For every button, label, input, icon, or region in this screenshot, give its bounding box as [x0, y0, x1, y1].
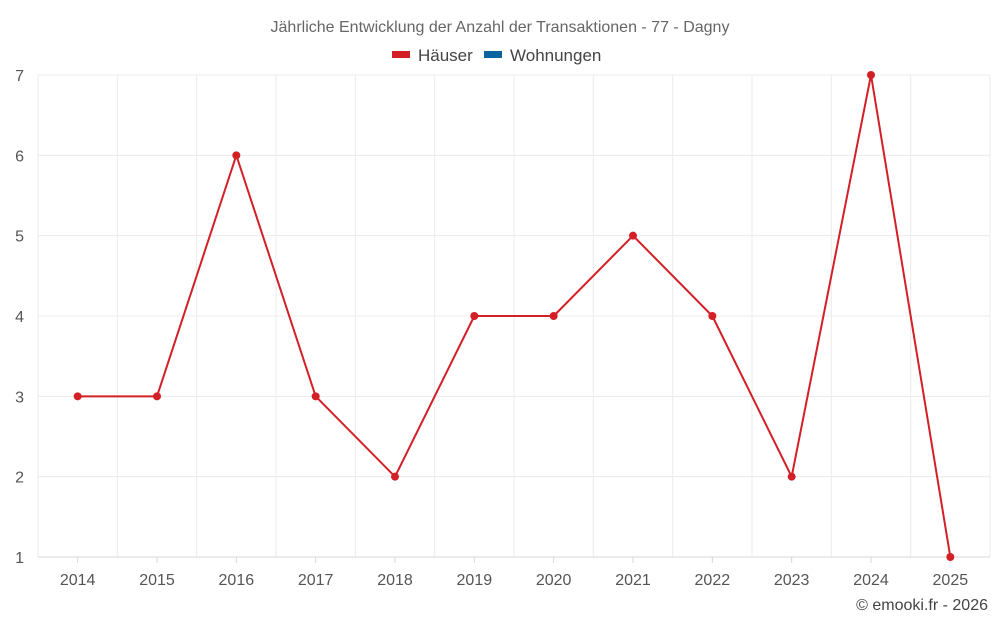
x-tick-label: 2025	[933, 572, 969, 589]
x-tick-label: 2018	[377, 572, 413, 589]
x-tick-label: 2021	[615, 572, 651, 589]
x-tick-label: 2024	[853, 572, 889, 589]
y-tick-label: 4	[15, 309, 24, 326]
data-point[interactable]	[708, 312, 717, 320]
y-tick-label: 5	[15, 229, 24, 246]
x-tick-label: 2023	[774, 572, 810, 589]
data-point[interactable]	[73, 392, 82, 401]
y-tick-label: 2	[15, 470, 24, 487]
legend-item-haeuser[interactable]: Häuser	[392, 46, 473, 65]
credit-text: © emooki.fr - 2026	[856, 597, 988, 614]
legend-swatch-haeuser	[392, 51, 410, 58]
y-axis-ticks: 1 2 3 4 5 6 7	[15, 68, 24, 567]
x-tick-label: 2017	[298, 572, 334, 589]
x-tick-label: 2019	[457, 572, 493, 589]
data-point[interactable]	[867, 71, 875, 79]
legend-item-wohnungen[interactable]: Wohnungen	[484, 46, 601, 65]
data-point[interactable]	[311, 392, 320, 401]
legend-swatch-wohnungen	[484, 51, 502, 58]
x-tick-label: 2014	[60, 572, 96, 589]
y-tick-label: 1	[15, 550, 24, 567]
x-axis-ticks: 2014 2015 2016 2017 2018 2019 2020 2021 2022 2023…	[60, 557, 968, 589]
legend-label-wohnungen: Wohnungen	[510, 46, 601, 65]
legend: Häuser Wohnungen	[392, 46, 601, 65]
y-tick-label: 7	[15, 68, 24, 85]
x-tick-label: 2016	[219, 572, 255, 589]
series-haeuser	[73, 71, 955, 561]
data-point[interactable]	[470, 312, 479, 320]
x-tick-label: 2020	[536, 572, 572, 589]
y-tick-label: 3	[15, 389, 24, 406]
y-tick-label: 6	[15, 148, 24, 165]
data-point[interactable]	[153, 392, 161, 401]
data-point[interactable]	[946, 553, 955, 561]
x-tick-label: 2022	[695, 572, 731, 589]
series-line	[77, 74, 952, 558]
data-point[interactable]	[232, 151, 241, 160]
data-point[interactable]	[787, 472, 796, 481]
data-point[interactable]	[391, 472, 399, 481]
x-tick-label: 2015	[139, 572, 175, 589]
data-point[interactable]	[549, 312, 558, 320]
legend-label-haeuser: Häuser	[418, 46, 473, 65]
data-point[interactable]	[629, 231, 637, 240]
chart-title: Jährliche Entwicklung der Anzahl der Tra…	[271, 19, 730, 36]
